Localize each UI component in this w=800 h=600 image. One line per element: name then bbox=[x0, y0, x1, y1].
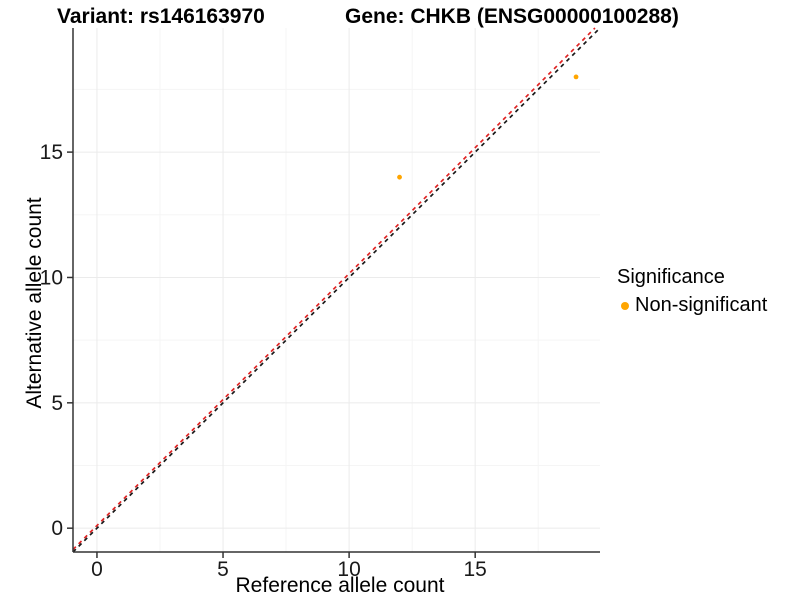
y-tick-label: 15 bbox=[40, 141, 63, 164]
legend-title: Significance bbox=[617, 266, 725, 288]
y-tick-label: 5 bbox=[51, 392, 63, 415]
legend-item-non-significant: Non-significant bbox=[614, 294, 794, 317]
data-point bbox=[397, 174, 402, 180]
x-tick-label: 10 bbox=[337, 558, 360, 581]
legend-point-swatch bbox=[621, 301, 629, 310]
y-axis-title: Alternative allele count bbox=[23, 197, 46, 409]
data-point bbox=[573, 74, 579, 80]
identity-line bbox=[72, 27, 601, 553]
y-tick-label: 0 bbox=[51, 517, 63, 540]
x-tick-label: 0 bbox=[91, 558, 103, 581]
legend-item-label: Non-significant bbox=[635, 294, 768, 316]
x-axis-title: Reference allele count bbox=[235, 574, 445, 597]
plot-title-gene: Gene: CHKB (ENSG00000100288) bbox=[345, 5, 679, 28]
y-tick-label: 10 bbox=[40, 266, 63, 289]
legend: Significance Non-significant bbox=[614, 266, 794, 317]
x-tick-label: 5 bbox=[217, 558, 229, 581]
x-tick-label: 15 bbox=[464, 558, 487, 581]
expected-ratio-line bbox=[72, 27, 596, 551]
plot-title-variant: Variant: rs146163970 bbox=[57, 5, 265, 28]
